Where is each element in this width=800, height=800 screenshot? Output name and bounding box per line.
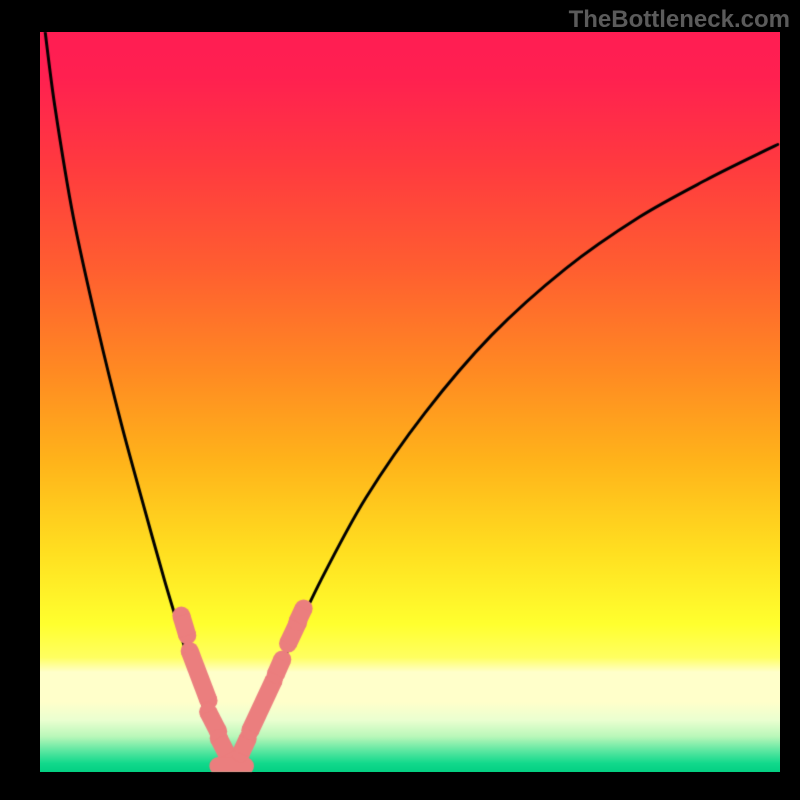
watermark-text: TheBottleneck.com [569,6,790,34]
chart-stage: TheBottleneck.com [0,0,800,800]
curve-layer [0,0,800,800]
